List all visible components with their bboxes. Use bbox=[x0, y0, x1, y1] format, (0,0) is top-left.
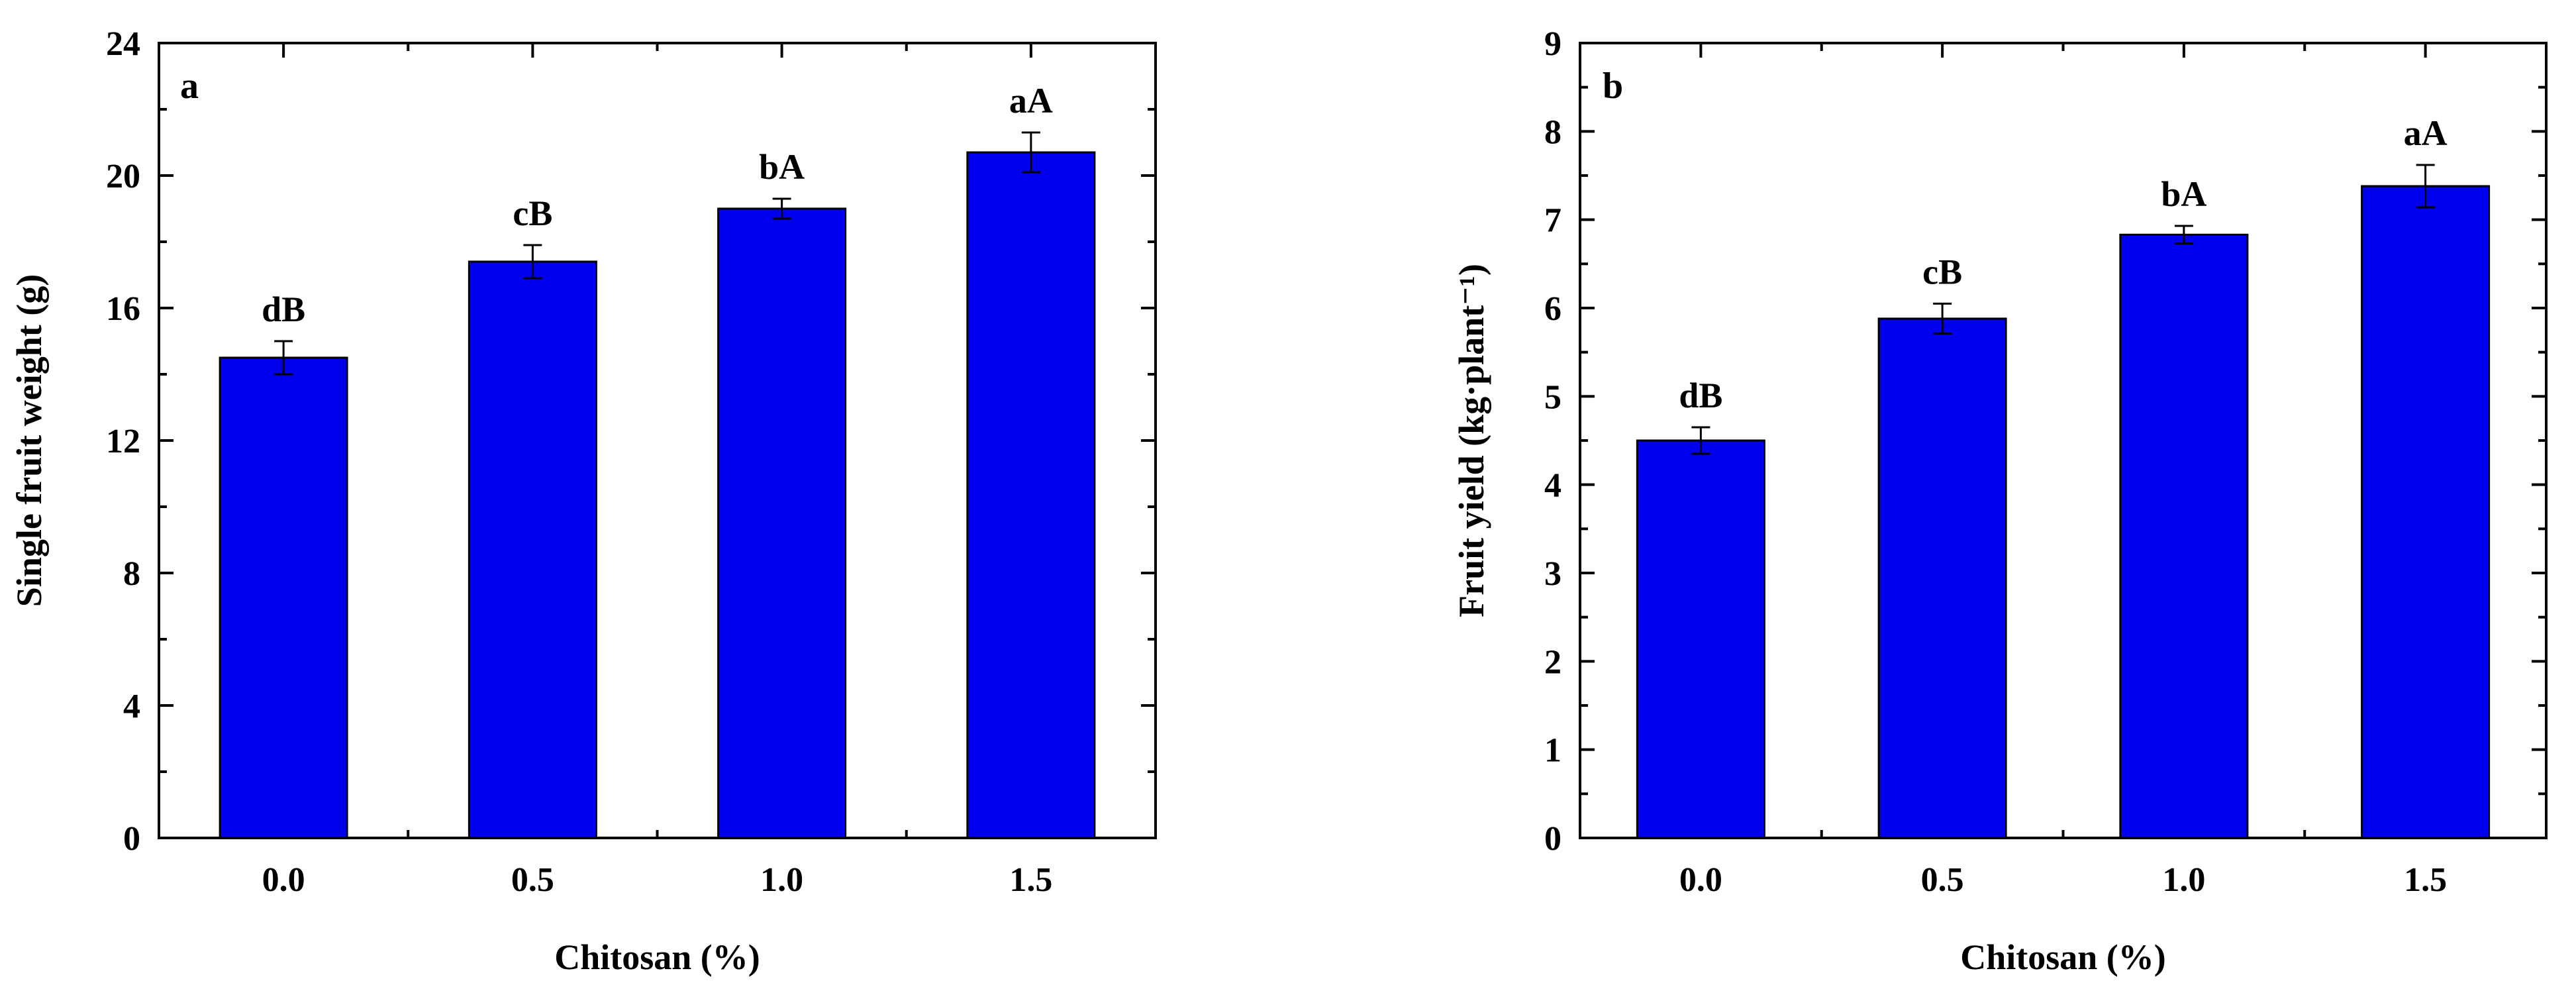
panel-b-bar bbox=[2361, 185, 2491, 839]
panel-b-x-tick-label: 0.5 bbox=[1921, 861, 1964, 899]
panel-b-y-tick-label: 0 bbox=[1544, 820, 1561, 858]
panel-a-y-tick-label: 8 bbox=[123, 555, 140, 593]
panel-a-bar-label: aA bbox=[1009, 81, 1053, 121]
panel-a-y-axis-title: Single fruit weight (g) bbox=[9, 274, 49, 607]
panel-a-bar bbox=[717, 207, 847, 839]
panel-b-y-tick-label: 3 bbox=[1544, 555, 1561, 593]
panel-b-bar bbox=[2119, 233, 2249, 839]
panel-b-x-tick-label: 0.0 bbox=[1679, 861, 1722, 899]
panel-b-bar-label: aA bbox=[2404, 113, 2448, 153]
panel-a-bar-label: bA bbox=[759, 147, 805, 187]
panel-a-letter: a bbox=[180, 66, 199, 107]
panel-a-bar bbox=[219, 356, 348, 839]
panel-b-x-tick-label: 1.0 bbox=[2162, 861, 2205, 899]
panel-b-bar-label: dB bbox=[1679, 376, 1722, 415]
panel-b-y-tick-label: 5 bbox=[1544, 378, 1561, 416]
panel-b-y-tick-label: 4 bbox=[1544, 467, 1561, 505]
panel-a-y-tick-label: 16 bbox=[106, 290, 140, 328]
panel-b-bar bbox=[1877, 317, 2007, 839]
panel-a-y-tick-label: 20 bbox=[106, 158, 140, 195]
panel-a-y-tick-label: 12 bbox=[106, 423, 140, 460]
panel-b-y-tick-label: 6 bbox=[1544, 290, 1561, 328]
panel-a-x-tick-label: 1.5 bbox=[1009, 861, 1052, 899]
panel-a-x-tick-label: 1.0 bbox=[760, 861, 803, 899]
panel-a-bar-label: cB bbox=[513, 193, 552, 233]
chart-panel-a: 0 4 8 12 16 20 24 0.0 0.5 1.0 1.5 dB cB bA aA a Chitosan… bbox=[9, 25, 1157, 977]
panel-a-x-axis-title: Chitosan (%) bbox=[554, 937, 760, 977]
panel-b-bar bbox=[1636, 439, 1765, 839]
panel-b-bar-label: bA bbox=[2161, 174, 2206, 214]
panel-a-y-tick-label: 24 bbox=[106, 25, 140, 63]
panel-b-x-axis-title: Chitosan (%) bbox=[1960, 937, 2166, 977]
panel-b-y-tick-label: 8 bbox=[1544, 113, 1561, 151]
panel-a-bar bbox=[966, 151, 1096, 839]
panel-b-y-tick-label: 9 bbox=[1544, 25, 1561, 63]
panel-a-y-tick-label: 4 bbox=[123, 688, 140, 725]
panel-b-x-tick-label: 1.5 bbox=[2404, 861, 2447, 899]
panel-b-bar-label: cB bbox=[1922, 252, 1962, 291]
panel-b-letter: b bbox=[1603, 66, 1623, 107]
panel-a-x-tick-label: 0.5 bbox=[511, 861, 554, 899]
panel-b-y-tick-label: 1 bbox=[1544, 732, 1561, 770]
panel-a-x-tick-label: 0.0 bbox=[262, 861, 305, 899]
panel-b-y-axis-title: Fruit yield (kg·plant⁻¹) bbox=[1452, 264, 1491, 617]
panel-b-y-tick-label: 7 bbox=[1544, 202, 1561, 240]
chart-panel-b: 0 1 2 3 4 5 6 7 8 9 0.0 0.5 1.0 1.5 dB cB bA aA b Chitosan … bbox=[1452, 25, 2548, 977]
panel-a-bar bbox=[468, 260, 597, 839]
panel-a-bar-label: dB bbox=[262, 289, 305, 329]
panel-b-y-tick-label: 2 bbox=[1544, 643, 1561, 681]
panel-a-y-tick-label: 0 bbox=[123, 820, 140, 858]
